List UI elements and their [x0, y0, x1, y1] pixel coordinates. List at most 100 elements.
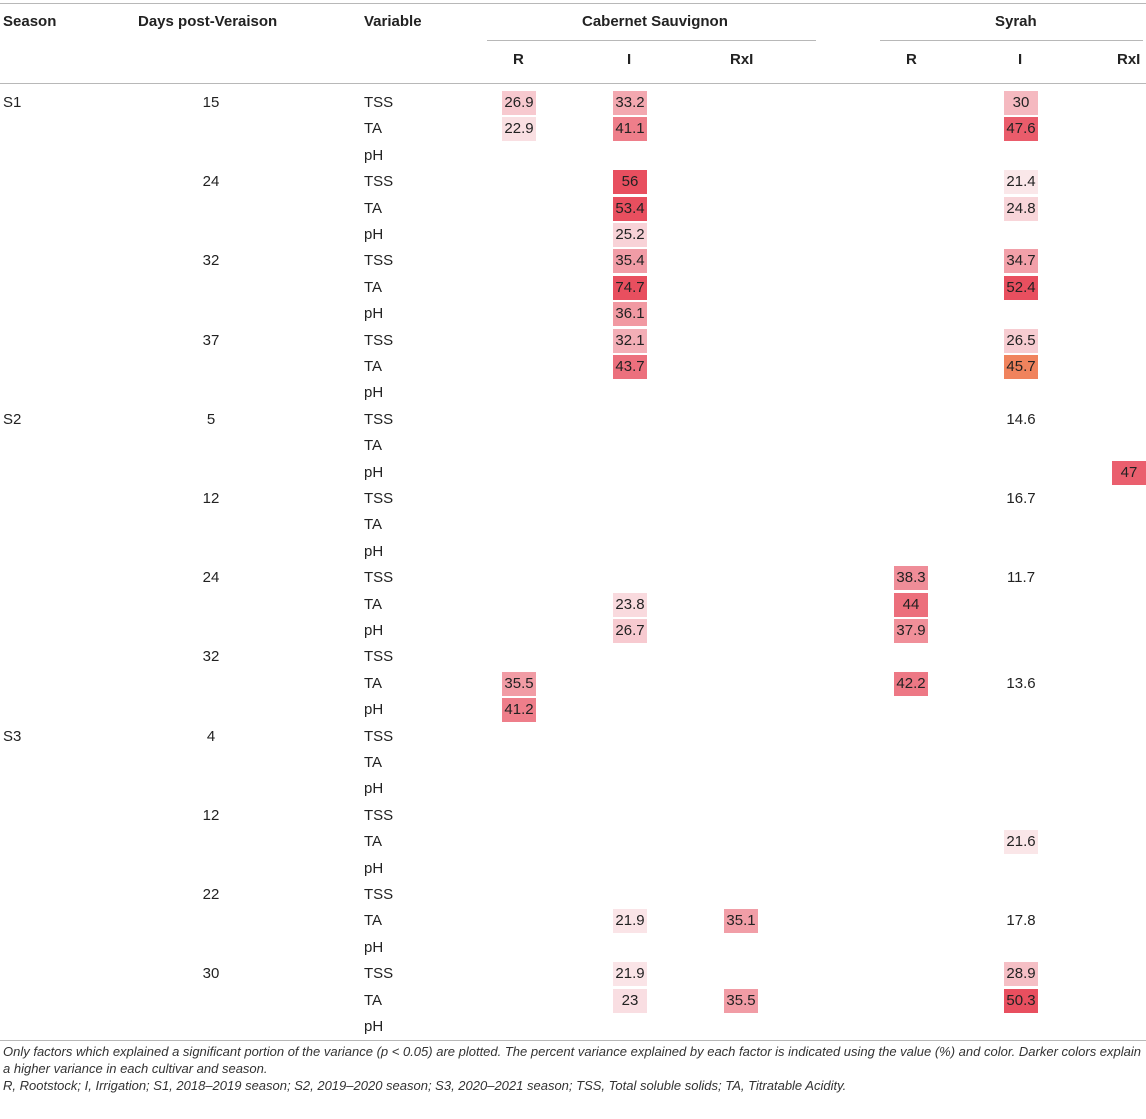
variance-table: Season Days post-Veraison Variable Caber…	[0, 3, 1146, 1041]
variable-label: pH	[364, 463, 384, 481]
days-label: 30	[202, 965, 220, 983]
days-label: 37	[202, 331, 220, 349]
days-label: 22	[202, 886, 220, 903]
header-cultivar-syrah: Syrah	[995, 13, 1037, 30]
variable-label: pH	[364, 622, 384, 639]
variance-cell-cs-i: 43.7	[613, 355, 647, 379]
variance-cell-sy-i: 14.6	[1006, 410, 1036, 428]
variable-label: pH	[364, 1018, 384, 1035]
variable-label: TA	[364, 278, 383, 296]
footnote-abbreviations: R, Rootstock; I, Irrigation; S1, 2018–20…	[3, 1078, 847, 1093]
variance-cell-sy-i: 16.7	[1006, 490, 1036, 507]
variance-cell-sy-r: 44	[894, 592, 928, 617]
variance-cell-cs-i: 36.1	[613, 302, 647, 327]
variable-label: TA	[364, 912, 383, 930]
variance-cell-sy-i: 50.3	[1004, 988, 1038, 1013]
variable-label: pH	[364, 384, 384, 402]
variable-label: pH	[364, 146, 384, 164]
variance-cell-sy-i: 34.7	[1004, 249, 1038, 274]
variance-cell-cs-i: 32.1	[613, 328, 647, 353]
season-label: S1	[3, 94, 22, 111]
variance-cell-sy-i: 28.9	[1004, 962, 1038, 987]
variance-cell-cs-i: 56	[613, 170, 647, 195]
variance-cell-sy-r: 42.2	[894, 671, 928, 696]
season-label: S2	[3, 410, 22, 428]
variance-cell-cs-r: 35.5	[502, 671, 536, 696]
header-cs-i: I	[627, 51, 632, 68]
variance-cell-cs-i: 53.4	[613, 196, 647, 221]
variable-label: TSS	[364, 965, 394, 983]
variable-label: pH	[364, 780, 384, 798]
cabernet-span-rule	[487, 40, 816, 41]
variable-label: TA	[364, 833, 383, 851]
variable-label: TA	[364, 754, 383, 771]
variance-cell-sy-i: 52.4	[1004, 275, 1038, 300]
variable-label: TSS	[364, 806, 394, 824]
variance-cell-cs-r: 26.9	[502, 91, 536, 115]
header-sy-i: I	[1018, 51, 1023, 68]
variable-label: TA	[364, 120, 383, 138]
variance-cell-cs-i: 74.7	[613, 275, 647, 300]
variance-cell-sy-i: 17.8	[1006, 912, 1036, 930]
variance-cell-cs-i: 21.9	[613, 909, 647, 934]
footnote-significance: Only factors which explained a significa…	[3, 1044, 1142, 1076]
header-season: Season	[3, 13, 57, 30]
variance-cell-sy-i: 24.8	[1004, 196, 1038, 221]
variance-cell-cs-i: 26.7	[613, 619, 647, 643]
table-top-rule	[0, 3, 1146, 4]
header-cs-r: R	[513, 51, 524, 68]
variance-cell-cs-i: 23	[613, 988, 647, 1013]
variance-cell-sy-i: 21.4	[1004, 170, 1038, 195]
variance-cell-sy-i: 45.7	[1004, 355, 1038, 379]
variance-cell-sy-i: 11.7	[1006, 569, 1036, 587]
header-days: Days post-Veraison	[138, 13, 278, 30]
variable-label: TSS	[364, 886, 394, 903]
variable-label: TA	[364, 516, 383, 534]
variance-cell-cs-i: 33.2	[613, 91, 647, 115]
season-label: S3	[3, 727, 22, 745]
table-footnotes: Only factors which explained a significa…	[3, 1043, 1141, 1094]
variable-label: TA	[364, 674, 383, 692]
days-label: 24	[202, 173, 220, 191]
days-label: 24	[202, 569, 220, 587]
variance-cell-cs-r: 22.9	[502, 117, 536, 142]
days-label: 5	[206, 410, 216, 428]
header-sy-r: R	[906, 51, 917, 68]
variance-cell-cs-r: 41.2	[502, 698, 536, 723]
variance-cell-cs-rxi: 35.5	[724, 988, 758, 1013]
variance-cell-cs-i: 21.9	[613, 962, 647, 987]
variable-label: TSS	[364, 94, 394, 111]
variable-label: TSS	[364, 252, 394, 270]
header-cultivar-cabernet: Cabernet Sauvignon	[582, 13, 728, 30]
variable-label: TA	[364, 437, 383, 455]
days-label: 32	[202, 252, 220, 270]
variable-label: pH	[364, 226, 384, 243]
days-label: 4	[206, 727, 216, 745]
days-label: 32	[202, 648, 220, 666]
variable-label: TSS	[364, 490, 394, 507]
variable-label: pH	[364, 542, 384, 560]
variable-label: pH	[364, 938, 384, 956]
variance-cell-sy-i: 26.5	[1004, 328, 1038, 353]
variance-cell-cs-i: 41.1	[613, 117, 647, 142]
table-bottom-rule	[0, 1040, 1146, 1041]
header-variable: Variable	[364, 13, 422, 30]
variable-label: TSS	[364, 410, 394, 428]
header-bottom-rule	[0, 83, 1146, 84]
days-label: 12	[202, 490, 220, 507]
variance-cell-cs-i: 23.8	[613, 592, 647, 617]
variance-cell-cs-i: 35.4	[613, 249, 647, 274]
variable-label: pH	[364, 859, 384, 877]
variance-cell-sy-i: 13.6	[1006, 674, 1036, 692]
header-sy-rxi: RxI	[1117, 51, 1141, 68]
variance-cell-cs-rxi: 35.1	[724, 909, 758, 934]
variance-cell-sy-i: 21.6	[1004, 830, 1038, 855]
variance-cell-sy-i: 47.6	[1004, 117, 1038, 142]
variable-label: TSS	[364, 331, 394, 349]
days-label: 12	[202, 806, 220, 824]
variance-cell-sy-r: 37.9	[894, 619, 928, 643]
variable-label: TSS	[364, 173, 394, 191]
variance-cell-sy-r: 38.3	[894, 566, 928, 591]
days-label: 15	[202, 94, 220, 111]
variable-label: TA	[364, 595, 383, 613]
